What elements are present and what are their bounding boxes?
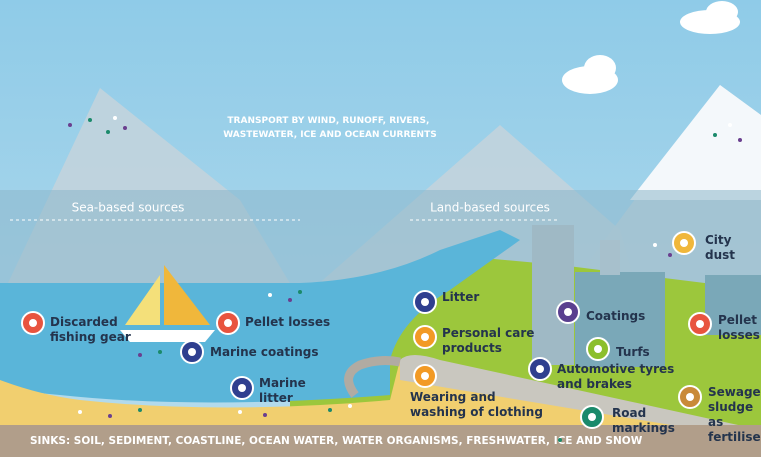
particle <box>713 133 717 137</box>
label-line: Wearing and <box>410 390 496 404</box>
sinks-bar <box>0 425 761 457</box>
particle <box>348 404 352 408</box>
label-line: Sewage <box>708 385 761 399</box>
particle <box>268 293 272 297</box>
label-line: Pellet <box>718 313 757 327</box>
clouds <box>562 1 740 94</box>
pipe <box>344 356 401 398</box>
sail <box>164 265 210 325</box>
label-line: Discarded <box>50 315 118 329</box>
icon-glyph <box>680 239 688 247</box>
particle <box>738 138 742 142</box>
label-line: washing of clothing <box>410 405 543 419</box>
label-line: Personal care <box>442 326 534 340</box>
icon-glyph <box>421 333 429 341</box>
source-label: Road markings <box>612 406 675 435</box>
icon-glyph <box>594 345 602 353</box>
section-title: Land-based sources <box>430 201 550 215</box>
label-line: Coatings <box>586 309 645 323</box>
particle <box>138 408 142 412</box>
particle <box>158 350 162 354</box>
particle <box>78 410 82 414</box>
label-line: Litter <box>442 290 479 304</box>
label-line: fertiliser <box>708 430 761 444</box>
sand <box>0 360 761 440</box>
particle <box>123 126 127 130</box>
label-line: City <box>705 233 732 247</box>
particle <box>558 438 562 442</box>
particle <box>728 123 732 127</box>
icon-glyph <box>421 298 429 306</box>
source-label: Marine litter <box>259 376 306 405</box>
icon-glyph <box>536 365 544 373</box>
particle <box>138 353 142 357</box>
snow-cap <box>630 85 761 200</box>
particle <box>668 253 672 257</box>
source-label: Coatings <box>586 309 645 323</box>
particle <box>298 290 302 294</box>
chimney <box>600 240 620 275</box>
label-line: Marine <box>259 376 306 390</box>
particle <box>88 118 92 122</box>
source-label: City dust <box>705 233 735 262</box>
particle <box>288 298 292 302</box>
label-line: litter <box>259 391 293 405</box>
source-label: Marine coatings <box>210 345 319 359</box>
source-label: Turfs <box>616 345 650 359</box>
label-line: Road <box>612 406 646 420</box>
particle <box>238 410 242 414</box>
particle <box>108 414 112 418</box>
icon-glyph <box>421 372 429 380</box>
label-line: as <box>708 415 723 429</box>
particle <box>653 243 657 247</box>
building <box>705 275 761 335</box>
label-line: dust <box>705 248 735 262</box>
source-label: Discarded fishing gear <box>50 315 131 344</box>
particle <box>328 408 332 412</box>
icon-glyph <box>564 308 572 316</box>
label-line: Automotive tyres <box>557 362 674 376</box>
particle <box>106 130 110 134</box>
label-line: fishing gear <box>50 330 131 344</box>
section-title: Sea-based sources <box>72 201 185 215</box>
source-label: Litter <box>442 290 479 304</box>
icon-glyph <box>238 384 246 392</box>
icon-glyph <box>588 413 596 421</box>
tower <box>532 225 574 365</box>
particle <box>68 123 72 127</box>
sinks-label: SINKS: SOIL, SEDIMENT, COASTLINE, OCEAN … <box>30 435 643 447</box>
label-line: products <box>442 341 502 355</box>
icon-glyph <box>188 348 196 356</box>
label-line: sludge <box>708 400 753 414</box>
particle <box>263 413 267 417</box>
source-label: Pellet losses <box>245 315 330 329</box>
icon-glyph <box>686 393 694 401</box>
source-label: Pellet losses <box>718 313 760 342</box>
hull <box>120 330 215 342</box>
source-label: Personal care products <box>442 326 534 355</box>
label-line: losses <box>718 328 760 342</box>
icon-glyph <box>29 319 37 327</box>
label-line: Marine coatings <box>210 345 319 359</box>
label-line: Turfs <box>616 345 650 359</box>
sail <box>125 275 160 325</box>
label-line: markings <box>612 421 675 435</box>
label-line: Pellet losses <box>245 315 330 329</box>
icon-glyph <box>696 320 704 328</box>
icon-glyph <box>224 319 232 327</box>
particle <box>113 116 117 120</box>
source-label: Wearing and washing of clothing <box>410 390 543 419</box>
source-label: Sewage sludge as fertiliser <box>708 385 761 444</box>
source-label: Automotive tyres and brakes <box>557 362 674 391</box>
label-line: and brakes <box>557 377 632 391</box>
transport-title: TRANSPORT BY WIND, RUNOFF, RIVERS, WASTE… <box>223 116 436 140</box>
road <box>400 355 761 440</box>
